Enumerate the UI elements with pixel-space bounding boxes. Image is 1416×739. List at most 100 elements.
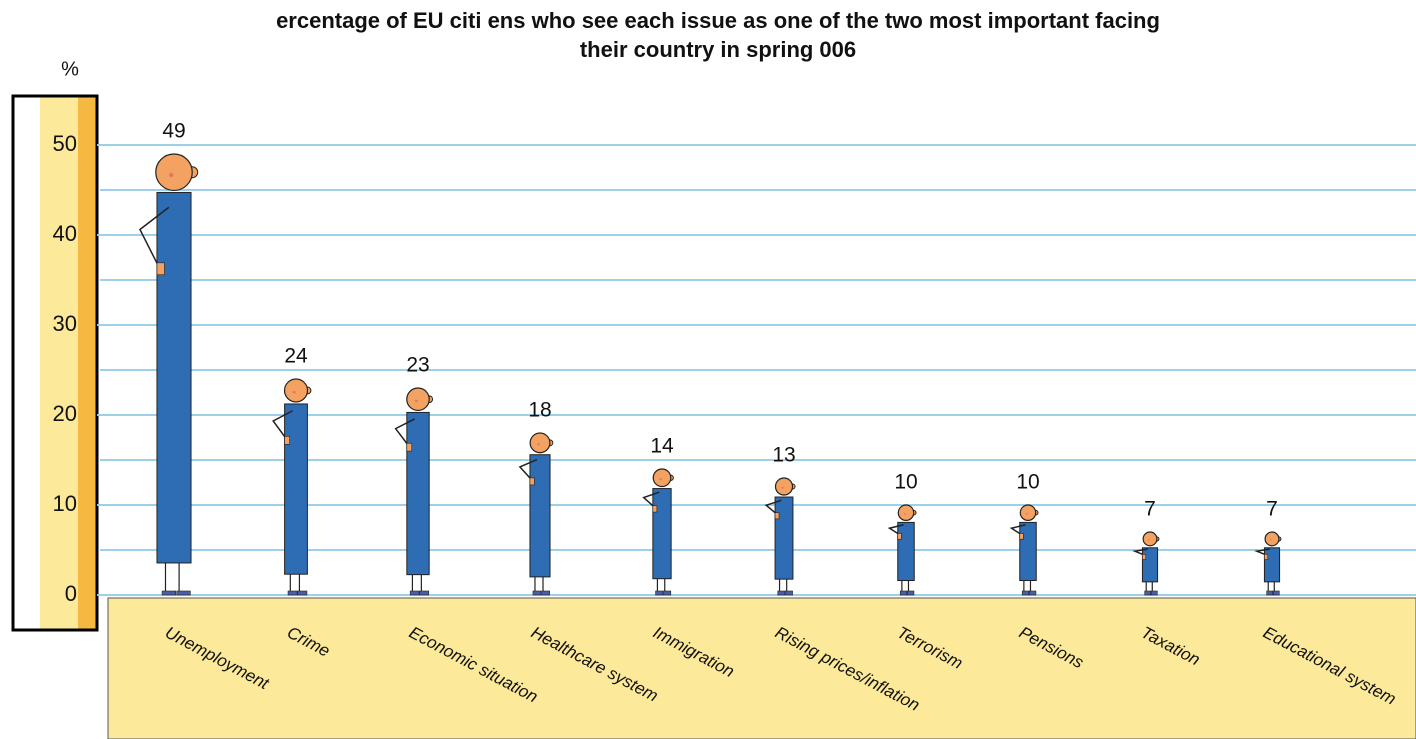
nose xyxy=(1270,539,1272,541)
head xyxy=(1019,504,1037,521)
value-label: 13 xyxy=(772,444,795,467)
value-label: 23 xyxy=(406,354,429,377)
category-panel xyxy=(107,597,1416,739)
y-tick-label: 50 xyxy=(53,131,77,156)
hand xyxy=(284,436,290,445)
arm xyxy=(272,410,293,439)
shoe xyxy=(419,590,430,596)
marks xyxy=(139,153,1282,596)
figure xyxy=(1009,504,1039,596)
figure xyxy=(642,468,674,596)
body xyxy=(529,454,551,578)
hand xyxy=(1142,553,1147,560)
shoe xyxy=(1272,590,1280,596)
arm xyxy=(642,491,660,508)
value-label: 14 xyxy=(650,435,674,458)
y-axis-band xyxy=(78,97,96,629)
body xyxy=(156,191,192,564)
head xyxy=(897,504,915,521)
body xyxy=(774,496,794,580)
y-tick-label: 10 xyxy=(53,491,77,516)
shoe xyxy=(785,590,793,596)
hand xyxy=(897,533,902,540)
figure xyxy=(139,153,199,596)
nose xyxy=(1148,539,1150,541)
nose xyxy=(903,512,906,515)
y-tick-label: 30 xyxy=(53,311,77,336)
shoe xyxy=(287,590,298,596)
nose xyxy=(659,478,662,481)
hand xyxy=(1019,533,1024,540)
y-axis-band xyxy=(40,97,78,629)
y-axis-label: % xyxy=(61,58,79,80)
figure xyxy=(764,477,796,596)
shoe xyxy=(663,590,672,596)
figure xyxy=(1254,531,1282,596)
shoe xyxy=(1144,590,1152,596)
hand xyxy=(774,512,780,520)
value-label: 7 xyxy=(1144,498,1156,521)
figure xyxy=(887,504,917,596)
shoe xyxy=(541,590,550,596)
nose xyxy=(414,399,418,403)
shoe xyxy=(1266,590,1274,596)
body xyxy=(284,403,308,575)
shoe xyxy=(907,590,915,596)
shoe xyxy=(777,590,786,596)
arm xyxy=(764,499,782,515)
nose xyxy=(292,390,296,394)
y-tick-label: 0 xyxy=(65,581,77,606)
head xyxy=(529,432,551,454)
shoe xyxy=(161,590,177,596)
shoe xyxy=(409,590,420,596)
figure xyxy=(394,387,434,596)
arm xyxy=(139,206,170,267)
value-label: 10 xyxy=(1016,471,1039,494)
hand xyxy=(156,262,165,276)
shoe xyxy=(1029,590,1037,596)
shoe xyxy=(1150,590,1158,596)
head xyxy=(652,468,672,488)
y-tick-label: 20 xyxy=(53,401,77,426)
body xyxy=(1141,547,1159,583)
hand xyxy=(652,505,658,513)
arm xyxy=(394,418,415,446)
head xyxy=(406,387,430,412)
y-tick-label: 40 xyxy=(53,221,77,246)
hand xyxy=(1264,553,1269,560)
nose xyxy=(169,172,174,178)
arm xyxy=(518,458,538,480)
figure xyxy=(1132,531,1160,596)
nose xyxy=(1025,512,1028,515)
arm xyxy=(887,523,904,535)
chart-title: ercentage of EU citi ens who see each is… xyxy=(276,8,1160,62)
shoe xyxy=(655,590,664,596)
shoe xyxy=(1021,590,1030,596)
shoe xyxy=(899,590,908,596)
arm xyxy=(1009,523,1026,535)
value-label: 7 xyxy=(1266,498,1278,521)
nose xyxy=(537,443,540,446)
body xyxy=(1263,547,1281,583)
shoe xyxy=(176,590,191,596)
arm xyxy=(1132,548,1148,556)
head xyxy=(1264,531,1280,547)
hand xyxy=(406,442,413,452)
nose xyxy=(781,486,784,489)
value-label: 24 xyxy=(284,345,308,368)
head xyxy=(283,378,309,403)
hand xyxy=(529,477,535,486)
value-label: 10 xyxy=(894,471,917,494)
shoe xyxy=(532,590,542,596)
figure xyxy=(272,378,312,596)
arm xyxy=(1254,548,1270,556)
value-label: 49 xyxy=(162,120,185,143)
figure xyxy=(518,432,554,596)
value-label: 18 xyxy=(528,399,551,422)
body xyxy=(652,488,672,580)
body xyxy=(1019,521,1037,582)
head xyxy=(1142,531,1158,547)
body xyxy=(897,521,915,582)
